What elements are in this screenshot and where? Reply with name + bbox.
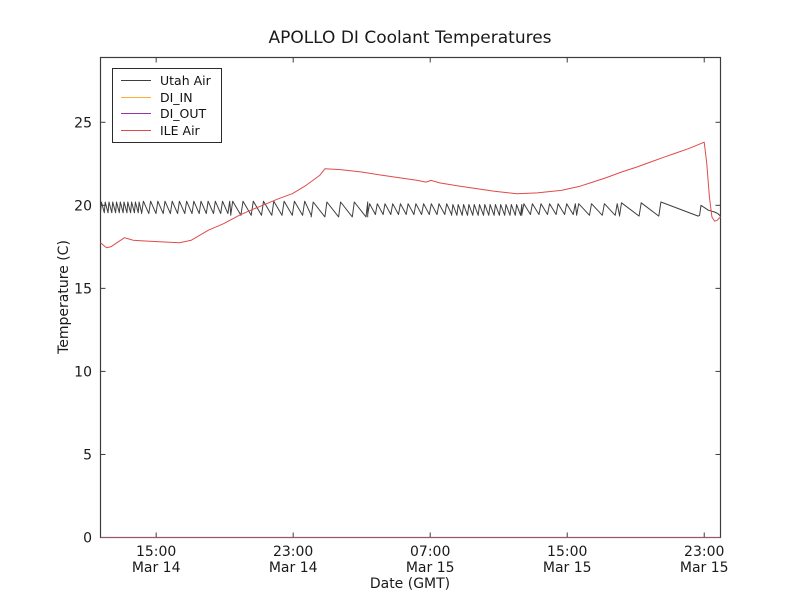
x-tick-label-date: Mar 15: [680, 560, 729, 576]
legend-label-di-in: DI_IN: [160, 89, 193, 105]
x-tick-label-time: 15:00: [136, 544, 176, 560]
legend-item-utah-air: Utah Air: [121, 73, 211, 89]
x-tick-label-date: Mar 15: [543, 560, 592, 576]
x-tick-label-date: Mar 14: [132, 560, 181, 576]
legend-box: Utah Air DI_IN DI_OUT ILE Air: [112, 68, 222, 143]
x-tick-label-time: 07:00: [410, 544, 450, 560]
y-tick-label: 25: [74, 115, 92, 131]
legend-item-ile-air: ILE Air: [121, 123, 211, 139]
x-tick-label-date: Mar 15: [406, 560, 455, 576]
y-tick-label: 5: [83, 447, 92, 463]
legend-item-di-in: DI_IN: [121, 90, 211, 106]
legend-label-ile-air: ILE Air: [160, 122, 200, 138]
legend-line-sample-ile-air: [121, 129, 151, 131]
x-axis-label: Date (GMT): [369, 576, 451, 592]
chart-title: APOLLO DI Coolant Temperatures: [268, 28, 552, 48]
x-tick-label-time: 15:00: [547, 544, 587, 560]
series-line-ile-air: [100, 141, 721, 249]
y-tick-label: 15: [74, 281, 92, 297]
legend-line-sample-di-out: [121, 113, 151, 115]
y-axis-label: Temperature (C): [56, 240, 72, 354]
y-tick-label: 20: [74, 198, 92, 214]
x-tick-label-date: Mar 14: [269, 560, 318, 576]
legend-label-di-out: DI_OUT: [160, 106, 207, 122]
y-tick-label: 0: [83, 531, 92, 547]
legend-line-sample-utah-air: [121, 80, 151, 82]
x-tick-label-time: 23:00: [684, 544, 724, 560]
legend-line-sample-di-in: [121, 96, 151, 98]
legend-item-di-out: DI_OUT: [121, 106, 211, 122]
x-tick-label-time: 23:00: [273, 544, 313, 560]
series-line-utah-air: [100, 200, 721, 218]
y-tick-label: 10: [74, 364, 92, 380]
legend-label-utah-air: Utah Air: [160, 73, 211, 89]
